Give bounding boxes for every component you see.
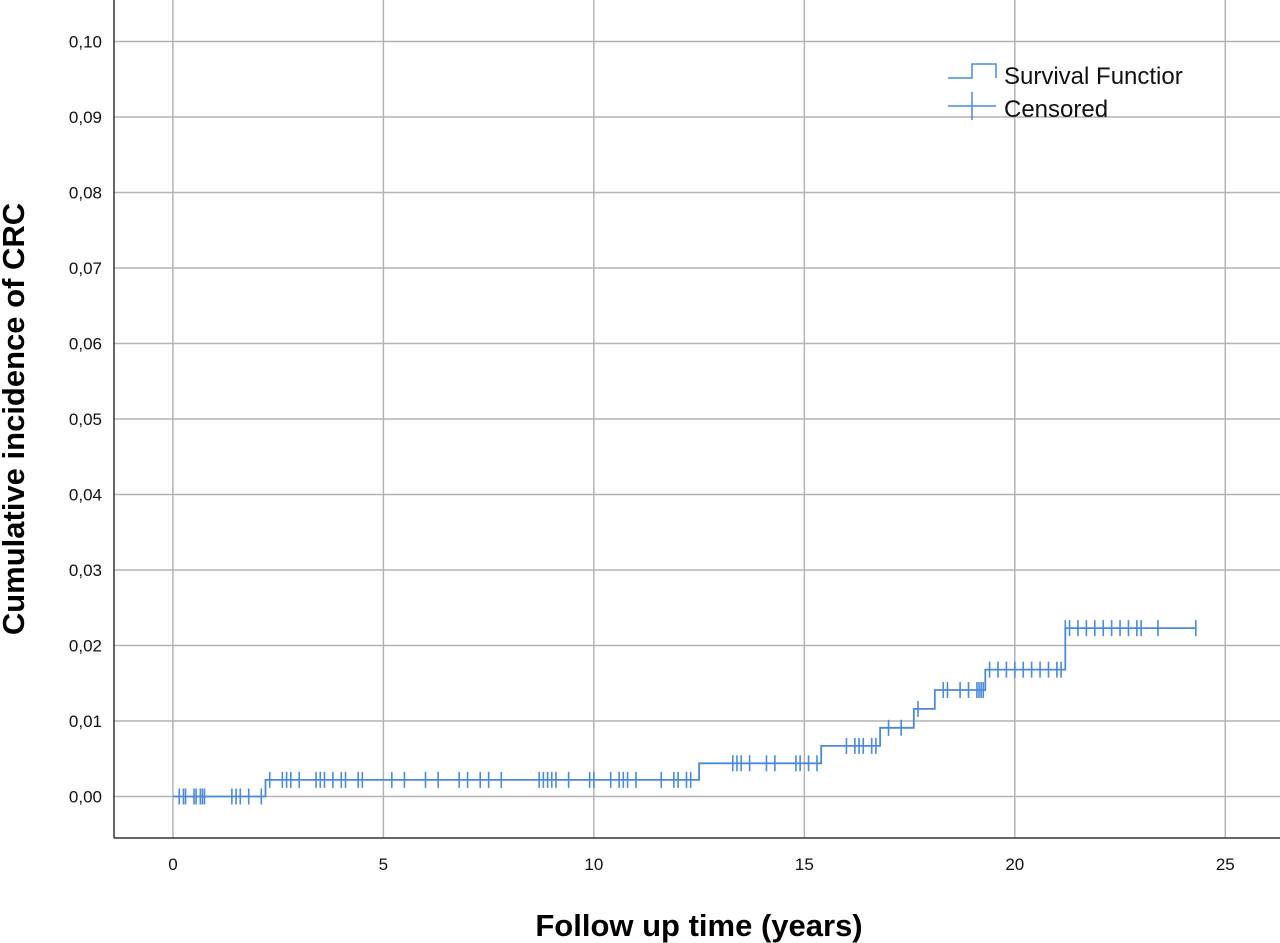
x-tick-labels: 0 5 10 15 20 25 — [168, 855, 1235, 874]
y-tick-label: 0,02 — [69, 636, 102, 655]
x-tick-label: 15 — [795, 855, 814, 874]
y-tick-label: 0,05 — [69, 410, 102, 429]
legend-label-censored: Censored — [1004, 96, 1108, 123]
legend-step-swatch — [948, 63, 997, 79]
y-tick-label: 0,04 — [69, 485, 102, 504]
grid-lines — [114, 0, 1280, 838]
y-tick-label: 0,09 — [69, 108, 102, 127]
censor-marks — [178, 620, 1197, 805]
legend: Survival Functior Censored — [948, 63, 1183, 123]
legend-label-survival: Survival Functior — [1004, 63, 1183, 90]
y-tick-label: 0,03 — [69, 561, 102, 580]
y-tick-label: 0,07 — [69, 259, 102, 278]
y-axis-title: Cumulative incidence of CRC — [0, 203, 31, 635]
x-tick-label: 5 — [379, 855, 388, 874]
x-tick-label: 10 — [584, 855, 603, 874]
y-tick-label: 0,10 — [69, 33, 102, 52]
x-tick-label: 25 — [1216, 855, 1235, 874]
y-tick-label: 0,06 — [69, 335, 102, 354]
y-tick-labels: 0,00 0,01 0,02 0,03 0,04 0,05 0,06 0,07 0,08 0,09… — [69, 33, 102, 807]
x-tick-label: 0 — [168, 855, 177, 874]
y-tick-label: 0,00 — [69, 787, 102, 806]
survival-step-line — [172, 627, 1196, 798]
axes — [113, 0, 1280, 839]
x-axis-title: Follow up time (years) — [535, 908, 862, 943]
y-tick-label: 0,08 — [69, 184, 102, 203]
x-tick-label: 20 — [1005, 855, 1024, 874]
series-group — [172, 627, 1196, 798]
y-tick-label: 0,01 — [69, 712, 102, 731]
